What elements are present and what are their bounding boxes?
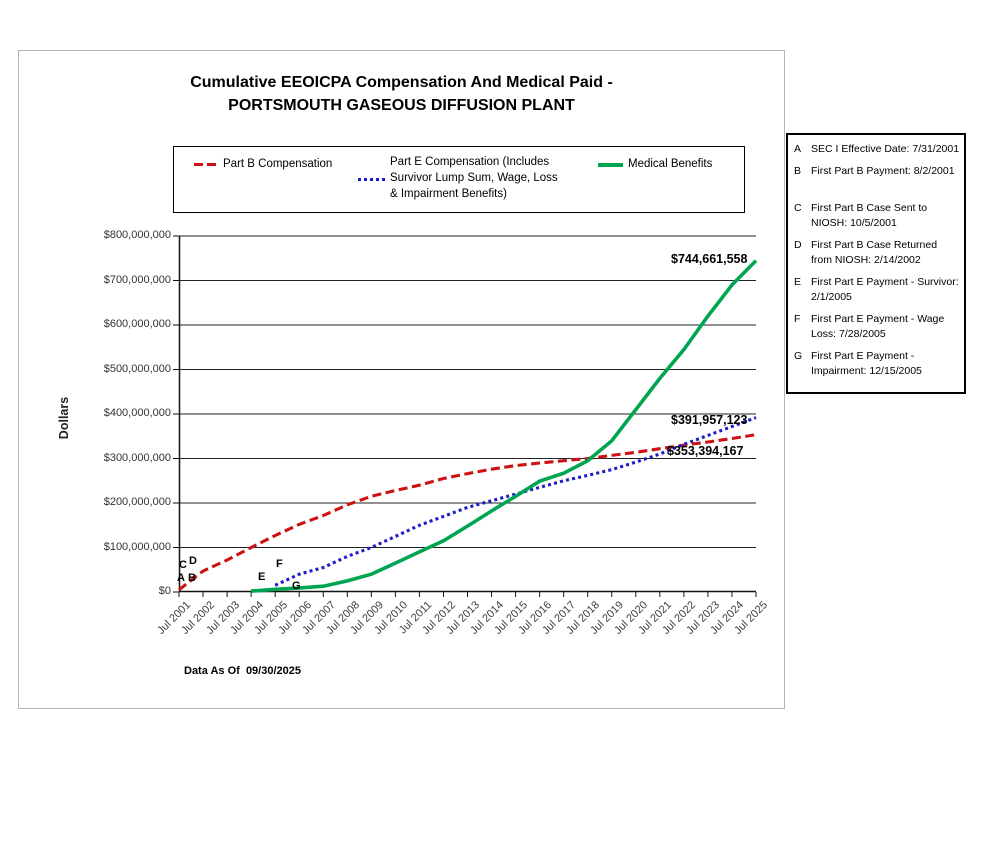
legend-label-part-b: Part B Compensation bbox=[223, 158, 333, 170]
y-tick-label: $600,000,000 bbox=[103, 318, 171, 330]
legend: Part B Compensation Part E Compensation … bbox=[173, 146, 745, 213]
event-key-row: E First Part E Payment - Survivor: 2/1/20… bbox=[794, 275, 960, 305]
event-key-letter: F bbox=[794, 313, 801, 325]
event-key-text: First Part B Case Sent to NIOSH: 10/5/20… bbox=[811, 202, 928, 229]
y-tick-label: $500,000,000 bbox=[103, 362, 171, 375]
chart-container: Cumulative EEOICPA Compensation And Medi… bbox=[18, 50, 785, 709]
x-tick-label: Jul 2001 bbox=[155, 599, 194, 637]
chart-title-line1: Cumulative EEOICPA Compensation And Medi… bbox=[190, 74, 613, 91]
x-tick-label: Jul 2008 bbox=[323, 599, 362, 637]
x-tick-label: Jul 2024 bbox=[708, 599, 747, 637]
x-tick-label: Jul 2010 bbox=[371, 599, 410, 637]
x-tick-label: Jul 2011 bbox=[396, 599, 434, 637]
chart-title: Cumulative EEOICPA Compensation And Medi… bbox=[19, 71, 784, 117]
data-label-part-b: $353,394,167 bbox=[667, 444, 744, 458]
event-key-letter: G bbox=[794, 350, 803, 362]
y-tick-label: $100,000,000 bbox=[103, 540, 171, 553]
y-tick-label: $700,000,000 bbox=[103, 273, 171, 286]
event-key-letter: B bbox=[794, 165, 802, 177]
event-key-text: First Part E Payment - Survivor: 2/1/200… bbox=[811, 276, 959, 303]
medical-solid-line-icon bbox=[598, 163, 623, 167]
x-tick-label: Jul 2012 bbox=[420, 599, 458, 637]
x-tick-label: Jul 2018 bbox=[564, 599, 603, 637]
x-tick-label: Jul 2015 bbox=[492, 599, 531, 637]
legend-label-medical: Medical Benefits bbox=[628, 158, 713, 170]
event-key-row: F First Part E Payment - Wage Loss: 7/28/… bbox=[794, 312, 960, 342]
y-axis-title: Dollars bbox=[57, 396, 72, 440]
x-tick-label: Jul 2021 bbox=[636, 599, 675, 637]
y-tick-label: $0 bbox=[158, 585, 171, 597]
series-line-part-b bbox=[178, 433, 757, 592]
event-key-letter: C bbox=[794, 202, 802, 214]
event-key-letter: A bbox=[794, 143, 802, 155]
x-tick-label: Jul 2013 bbox=[444, 599, 482, 637]
event-key-row: G First Part E Payment - Impairment: 12/1… bbox=[794, 349, 960, 379]
event-key-row: D First Part B Case Returned from NIOSH: … bbox=[794, 238, 960, 268]
x-tick-label: Jul 2014 bbox=[468, 599, 507, 637]
x-tick-label: Jul 2005 bbox=[251, 599, 290, 637]
x-tick-label: Jul 2023 bbox=[684, 599, 723, 637]
x-tick-label: Jul 2004 bbox=[227, 599, 266, 637]
event-key-row: C First Part B Case Sent to NIOSH: 10/5/2… bbox=[794, 201, 960, 231]
data-as-of-note: Data As Of 09/30/2025 bbox=[184, 665, 301, 677]
x-tick-label: Jul 2007 bbox=[299, 599, 338, 637]
event-key-text: First Part B Case Returned from NIOSH: 2… bbox=[811, 239, 938, 266]
x-tick-label: Jul 2002 bbox=[179, 599, 218, 637]
chart-title-line2: PORTSMOUTH GASEOUS DIFFUSION PLANT bbox=[228, 97, 575, 114]
x-tick-label: Jul 2006 bbox=[275, 599, 314, 637]
x-tick-label: Jul 2022 bbox=[660, 599, 699, 637]
series-line-part-e bbox=[274, 416, 757, 587]
y-tick-label: $300,000,000 bbox=[103, 451, 171, 464]
event-key-text: SEC I Effective Date: 7/31/2001 bbox=[811, 143, 960, 155]
y-tick-label: $800,000,000 bbox=[103, 229, 171, 241]
data-label-part-e: $391,957,123 bbox=[671, 413, 748, 427]
event-key-text: First Part E Payment - Impairment: 12/15… bbox=[811, 350, 922, 377]
y-tick-label: $200,000,000 bbox=[103, 496, 171, 508]
event-key-text: First Part E Payment - Wage Loss: 7/28/2… bbox=[811, 313, 945, 340]
event-key-letter: D bbox=[794, 239, 802, 251]
x-tick-label: Jul 2019 bbox=[588, 599, 627, 637]
event-key-letter: E bbox=[794, 276, 802, 288]
x-tick-label: Jul 2020 bbox=[612, 599, 651, 637]
part-b-dashed-line-icon bbox=[194, 163, 219, 167]
x-tick-label: Jul 2009 bbox=[347, 599, 386, 637]
part-e-dotted-line-icon bbox=[358, 178, 385, 182]
x-tick-label: Jul 2025 bbox=[732, 599, 771, 637]
y-tick-label: $400,000,000 bbox=[103, 407, 171, 419]
legend-label-part-e: Part E Compensation (Includes Survivor L… bbox=[390, 156, 558, 200]
event-key-row: B First Part B Payment: 8/2/2001 bbox=[794, 164, 960, 179]
event-key-box: A SEC I Effective Date: 7/31/2001 B First P… bbox=[786, 133, 966, 394]
x-tick-label: Jul 2016 bbox=[516, 599, 555, 637]
event-key-row: A SEC I Effective Date: 7/31/2001 bbox=[794, 142, 960, 157]
x-tick-label: Jul 2003 bbox=[203, 599, 242, 637]
event-key-text: First Part B Payment: 8/2/2001 bbox=[811, 165, 955, 177]
x-tick-label: Jul 2017 bbox=[540, 599, 579, 637]
series-line-medical bbox=[250, 259, 758, 593]
plot-area bbox=[173, 235, 758, 597]
data-label-medical-benefits: $744,661,558 bbox=[671, 252, 748, 266]
